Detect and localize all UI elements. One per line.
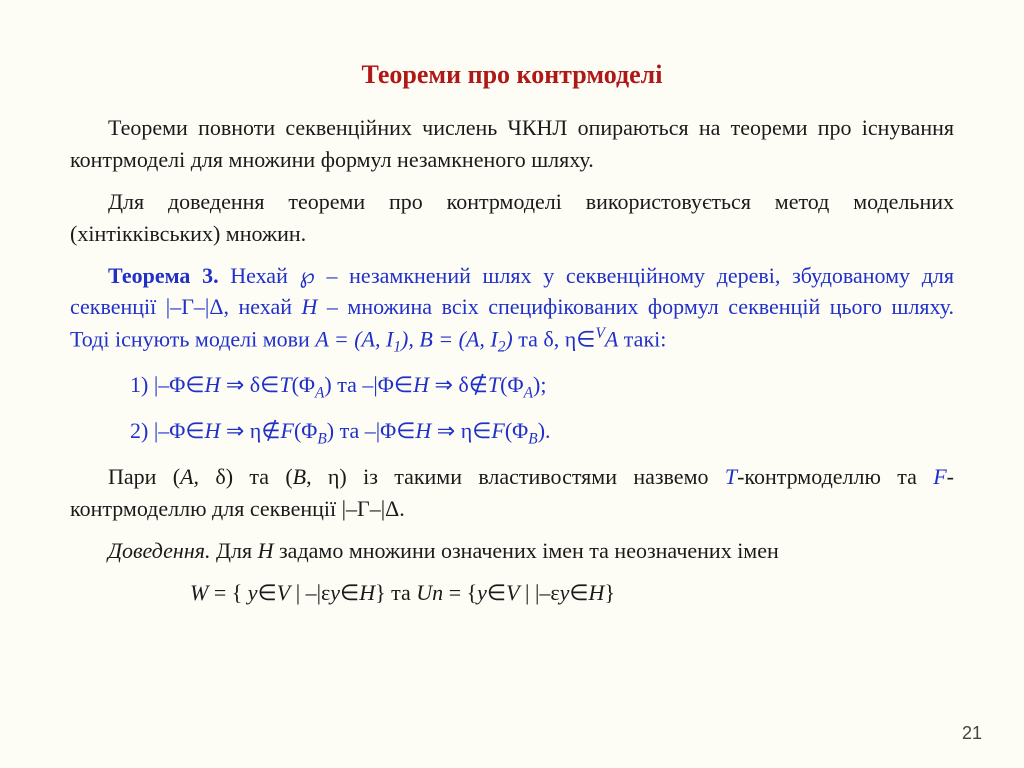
p5-q: | [520, 580, 535, 605]
p3-d: -контрмоделлю та [737, 464, 933, 489]
theorem-line-2: 2) |–Φ∈H ⇒ η∉F(ΦB) та –|Φ∈H ⇒ η∈F(ΦB). [70, 415, 954, 451]
theorem-label: Теорема 3. [108, 263, 219, 288]
line2-e: –|Φ∈ [365, 418, 416, 443]
sup-V: V [595, 325, 604, 342]
p5-r: |–ε [535, 580, 560, 605]
p5-d: ∈ [258, 580, 277, 605]
A-after: A [605, 327, 618, 352]
paragraph-5: W = { y∈V | –|εy∈H} та Un = {y∈V | |–εy∈… [70, 577, 954, 609]
paragraph-1: Теореми повноти секвенційних числень ЧКН… [70, 112, 954, 176]
line1-h: ); [533, 372, 546, 397]
line1-H2: H [413, 372, 429, 397]
p5-y1: y [248, 580, 258, 605]
p5-W: W [190, 580, 208, 605]
p4-H: H [258, 538, 274, 563]
p5-k: } та [375, 580, 416, 605]
line1-subA2: A [524, 385, 533, 402]
p5-g: –|ε [306, 580, 331, 605]
line1-d: ) та [324, 372, 362, 397]
p5-y3: y [477, 580, 487, 605]
sub-1: 1 [393, 339, 401, 356]
p3-A: A [180, 464, 193, 489]
theorem-t5: та δ, η∈ [513, 327, 596, 352]
p3-Tmodel: T [725, 464, 737, 489]
p3-c: , η) із такими властивостями назвемо [306, 464, 725, 489]
model-B: B = (A, I [419, 327, 497, 352]
p5-Un: Un [416, 580, 443, 605]
line1-g: (Φ [500, 372, 523, 397]
p3-B: B [293, 464, 306, 489]
set-H: H [302, 294, 318, 319]
line1-a: |–Φ∈ [154, 372, 205, 397]
p5-i: ∈ [340, 580, 359, 605]
slide: Теореми про контрмоделі Теореми повноти … [0, 0, 1024, 768]
line2-g: (Φ [505, 418, 528, 443]
p3-seq: |–Γ–|Δ [342, 496, 400, 521]
p3-Fmodel: F [933, 464, 946, 489]
line1-e: –|Φ∈ [362, 372, 413, 397]
p3-b: , δ) та ( [194, 464, 293, 489]
line1-H1: H [204, 372, 220, 397]
theorem-t1: Нехай [219, 263, 300, 288]
paragraph-4: Доведення. Для H задамо множини означени… [70, 535, 954, 567]
p5-o: ∈ [487, 580, 506, 605]
line2-h: ). [538, 418, 551, 443]
theorem-line-1: 1) |–Φ∈H ⇒ δ∈T(ΦA) та –|Φ∈H ⇒ δ∉T(ΦA); [70, 369, 954, 405]
line1-num: 1) [130, 372, 154, 397]
model-B-end: ) [505, 327, 512, 352]
model-A: A = (A, I [315, 327, 393, 352]
line2-H1: H [204, 418, 220, 443]
p5-y2: y [330, 580, 340, 605]
line1-b: ⇒ δ∈ [220, 372, 279, 397]
line2-f: ⇒ η∈ [431, 418, 491, 443]
p5-m: = { [443, 580, 477, 605]
p5-V1: V [277, 580, 290, 605]
theorem-t3: , нехай [223, 294, 301, 319]
line2-F2: F [491, 418, 504, 443]
p5-t: ∈ [569, 580, 588, 605]
p5-v: } [604, 580, 615, 605]
line1-f: ⇒ δ∉ [429, 372, 488, 397]
theorem-t6: такі: [618, 327, 666, 352]
p5-H2: H [589, 580, 605, 605]
line2-b: ⇒ η∉ [220, 418, 280, 443]
line2-a: |–Φ∈ [154, 418, 205, 443]
line2-d: ) та [327, 418, 365, 443]
sequent-gamma-delta: |–Γ–|Δ [166, 294, 224, 319]
paragraph-3: Пари (A, δ) та (B, η) із такими властиво… [70, 461, 954, 525]
p5-V2: V [506, 580, 519, 605]
line1-c: (Φ [292, 372, 315, 397]
p3-a: Пари ( [108, 464, 180, 489]
paragraph-2: Для доведення теореми про контрмоделі ви… [70, 186, 954, 250]
line2-H2: H [415, 418, 431, 443]
line1-T1: T [279, 372, 291, 397]
line2-num: 2) [130, 418, 154, 443]
line2-c: (Φ [294, 418, 317, 443]
line1-T2: T [488, 372, 500, 397]
weierstrass-p-symbol: ℘ [300, 263, 315, 288]
model-A-end: ), [401, 327, 414, 352]
p3-f: . [399, 496, 405, 521]
p5-y4: y [560, 580, 570, 605]
p5-H1: H [359, 580, 375, 605]
page-number: 21 [962, 723, 982, 744]
p5-f: | [290, 580, 305, 605]
line1-subA1: A [315, 385, 324, 402]
p4-b: задамо множини означених імен та неознач… [273, 538, 778, 563]
proof-label: Доведення. [108, 538, 210, 563]
slide-title: Теореми про контрмоделі [70, 60, 954, 90]
line2-F1: F [280, 418, 293, 443]
line2-subB1: B [317, 431, 326, 448]
p4-a: Для [210, 538, 257, 563]
line2-subB2: B [528, 431, 537, 448]
p5-b: = { [208, 580, 247, 605]
theorem-3: Теорема 3. Нехай ℘ – незамкнений шлях у … [70, 260, 954, 360]
